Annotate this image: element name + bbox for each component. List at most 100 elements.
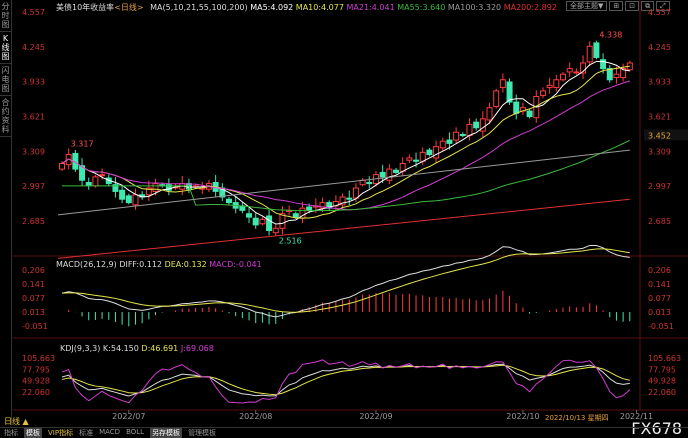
candle-down	[266, 215, 273, 231]
macd-tick-left: 0.206	[22, 266, 45, 275]
ma5-value: MA5:4.092	[250, 3, 294, 12]
maximize-button[interactable]: ⤢	[656, 1, 670, 11]
candle-up	[493, 90, 500, 108]
candle-down	[346, 197, 353, 200]
candle-down	[306, 206, 313, 211]
kdj-tick: 49.928	[648, 377, 676, 386]
btn-boll[interactable]: BOLL	[126, 428, 145, 436]
current-price-box	[644, 129, 688, 141]
candle-up	[386, 168, 393, 181]
candle-down	[506, 81, 513, 103]
candle-up	[539, 90, 546, 96]
kdj-tick-left: 22.060	[22, 388, 50, 397]
candle-down	[526, 110, 533, 118]
candle-down	[379, 171, 386, 178]
ma21-line	[61, 80, 630, 211]
candle-down	[393, 169, 399, 173]
chart-legend: 美债10年收益率<日线> MA(5,10,21,55,100,200) MA5:…	[56, 2, 557, 13]
d-line	[61, 364, 630, 396]
candle-down	[85, 181, 92, 187]
kdj-tick: 77.795	[648, 365, 676, 374]
y-tick-label: 3.621	[648, 113, 671, 122]
instrument-name: 美债10年收益率	[56, 3, 115, 12]
candle-up	[279, 213, 286, 229]
candle-up	[352, 187, 359, 199]
macd-tick: 0.077	[648, 294, 671, 303]
candle-up	[259, 218, 266, 225]
candle-down	[593, 42, 600, 58]
btn-template[interactable]: 模板	[24, 428, 42, 438]
macd-label: MACD(26,12,9)	[56, 260, 117, 269]
y-tick-label-left: 3.933	[22, 78, 45, 87]
btn-save-template[interactable]: 另存模板	[150, 428, 183, 438]
candle-down	[459, 133, 466, 137]
ma10-value: MA10:4.077	[295, 3, 344, 12]
current-price: 3.452	[648, 131, 671, 140]
side-tabs: 分时图 K线图 闪电图 合约资料	[0, 0, 12, 425]
candle-down	[446, 139, 453, 144]
kdj-tick-left: 49.928	[22, 377, 50, 386]
ma200-value: MA200:2.892	[503, 3, 557, 12]
y-tick-label-left: 3.621	[22, 113, 45, 122]
candle-down	[165, 184, 172, 191]
candle-down	[112, 184, 119, 192]
x-tick-label: 2022/09	[359, 412, 392, 421]
y-tick-label: 2.685	[648, 217, 671, 226]
candle-up	[406, 157, 413, 161]
candle-up	[580, 62, 587, 74]
kdj-tick-left: 105.663	[22, 354, 55, 363]
window-button[interactable]: ⊡	[625, 1, 640, 11]
btn-manage-template[interactable]: 管理模板	[188, 429, 217, 437]
ma21-value: MA21:4.041	[346, 3, 395, 12]
y-tick-label-left: 3.309	[22, 147, 45, 156]
ma100-value: MA100:3.320	[447, 3, 502, 12]
tab-contract-info[interactable]: 合约资料	[0, 96, 11, 137]
y-tick-label: 4.245	[648, 43, 671, 52]
macd-tick: -0.051	[648, 322, 674, 331]
period[interactable]: <日线>	[114, 3, 144, 12]
tab-flash[interactable]: 闪电图	[0, 64, 11, 96]
candle-up	[586, 45, 593, 63]
candle-down	[246, 213, 253, 218]
y-tick-label-left: 2.685	[22, 217, 45, 226]
macd-tick: 0.206	[648, 266, 671, 275]
tab-kline[interactable]: K线图	[0, 32, 11, 64]
candle-down	[119, 189, 126, 200]
layout-button[interactable]: ⊞	[609, 1, 624, 11]
macd-tick-left: 0.077	[22, 294, 45, 303]
y-tick-label-left: 2.997	[22, 182, 45, 191]
candle-up	[466, 123, 473, 137]
candle-up	[145, 187, 152, 196]
candle-up	[566, 68, 573, 73]
candle-up	[319, 202, 326, 209]
start-high-annotation: 3.317	[71, 139, 94, 148]
x-tick-label: 2022/08	[239, 412, 272, 421]
y-tick-label: 4.557	[648, 8, 671, 17]
candle-down	[426, 149, 433, 156]
tab-timeshare[interactable]: 分时图	[0, 0, 11, 32]
candle-up	[272, 227, 279, 234]
btn-indicator[interactable]: 指标	[4, 429, 18, 437]
period-selector[interactable]: 日线 ▲	[4, 417, 29, 426]
candle-down	[513, 101, 520, 114]
candle-up	[152, 183, 159, 192]
ma200-line	[57, 198, 630, 259]
candle-down	[226, 198, 232, 204]
macd-tick-left: 0.141	[22, 280, 45, 289]
y-tick-label: 3.933	[648, 78, 671, 87]
restore-button[interactable]: ⧉	[641, 1, 655, 11]
dea-line	[61, 248, 630, 313]
candle-up	[479, 118, 486, 132]
btn-vip[interactable]: VIP指标	[48, 429, 74, 437]
chart-canvas[interactable]: 4.557 4.557 4.245 4.245 3.933 3.933 3.621 3.621…	[0, 0, 688, 425]
ma-label[interactable]: MA(5,10,21,55,100,200)	[150, 3, 248, 12]
btn-standard[interactable]: 标准	[79, 429, 94, 437]
candle-up	[99, 174, 106, 177]
btn-macd[interactable]: MACD	[99, 428, 121, 436]
ma55-line	[62, 139, 631, 212]
candle-up	[419, 151, 426, 162]
kdj-legend: KDJ(9,3,3) K:54.150 D:46.691 J:69.068	[60, 344, 214, 353]
candle-up	[132, 194, 139, 206]
candle-up	[613, 73, 620, 79]
theme-dropdown[interactable]: 全部主题▼	[566, 1, 608, 11]
